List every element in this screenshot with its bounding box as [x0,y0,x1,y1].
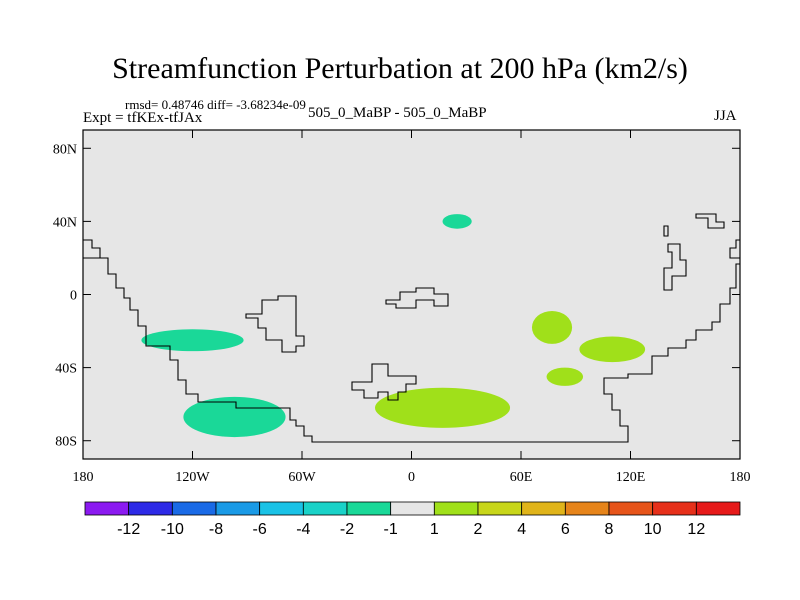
chart-title: Streamfunction Perturbation at 200 hPa (… [112,52,688,85]
y-tick-label: 40N [53,215,77,230]
rmsd-annotation: rmsd= 0.48746 diff= -3.68234e-09 [125,97,306,112]
colorbar-box [608,501,654,516]
x-tick-label: 60E [510,470,533,485]
coastline-kamchatka [695,213,725,229]
colorbar-label: 10 [644,521,662,538]
colorbar-box [84,501,130,516]
contour-region-0 [141,329,244,352]
colorbar-box [521,501,566,516]
colorbar-box [390,501,435,516]
x-tick-label: 60W [288,470,316,485]
contour-region-6 [546,367,584,386]
colorbar-box [433,501,479,516]
colorbar-box [128,501,173,516]
contour-region-1 [183,396,286,438]
colorbar-label: 1 [430,521,439,538]
colorbar-label: -8 [209,521,223,538]
coastline-south-america [83,239,629,443]
colorbar-box [477,501,523,516]
y-tick-label: 0 [70,289,77,304]
x-tick-label: 0 [408,470,415,485]
colorbar-box [346,501,392,516]
colorbar-box [259,501,304,516]
coastline-europe [385,287,449,309]
y-tick-label: 40S [55,362,77,377]
x-tick-label: 180 [73,470,94,485]
colorbar-label: -6 [253,521,267,538]
contour-region-5 [579,336,646,363]
colorbar-label: -10 [161,521,184,538]
coastline-japan [663,225,687,291]
x-tick-label: 120E [616,470,646,485]
case-annotation: 505_0_MaBP - 505_0_MaBP [308,105,487,121]
contour-region-4 [531,310,573,344]
coastline-asia [612,263,740,379]
colorbar-label: 8 [605,521,614,538]
colorbar-label: 6 [561,521,570,538]
colorbar-label: 12 [687,521,705,538]
colorbar-label: 2 [474,521,483,538]
colorbar: -12 -10 -8 -6 -4 -2 -1 1 2 4 6 8 10 12 [84,501,741,538]
x-tick-label: 180 [730,470,751,485]
colorbar-box [695,501,741,516]
y-tick-label: 80S [55,435,77,450]
season-annotation: JJA [714,108,737,124]
y-tick-label: 80N [53,142,77,157]
colorbar-box [652,501,697,516]
x-axis-ticks: 180 120W 60W 0 60E 120E 180 [73,130,751,485]
colorbar-label: 4 [517,521,526,538]
colorbar-label: -4 [296,521,310,538]
experiment-annotation: Expt = tfKEx-tfJAx [83,110,203,126]
coastline-central-america [245,295,305,353]
colorbar-box [564,501,610,516]
x-tick-label: 120W [175,470,210,485]
coastline [83,213,740,443]
colorbar-label: -1 [384,521,398,538]
contour-region-2 [442,214,472,229]
coastline-east [729,239,740,259]
colorbar-label: -12 [117,521,140,538]
coastline-greenland [351,363,417,401]
colorbar-box [215,501,261,516]
colorbar-box [302,501,348,516]
y-axis-ticks: 80N 40N 0 40S 80S [53,142,740,450]
colorbar-box [171,501,217,516]
contour-region-3 [375,387,511,428]
colorbar-label: -2 [340,521,354,538]
